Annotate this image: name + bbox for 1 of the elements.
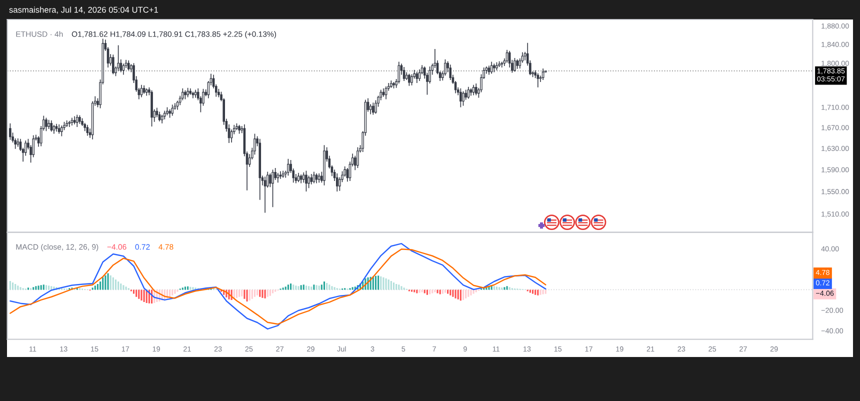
text: sasmaishera, Jul 14, 2026 05:04 UTC+1	[9, 6, 158, 14]
